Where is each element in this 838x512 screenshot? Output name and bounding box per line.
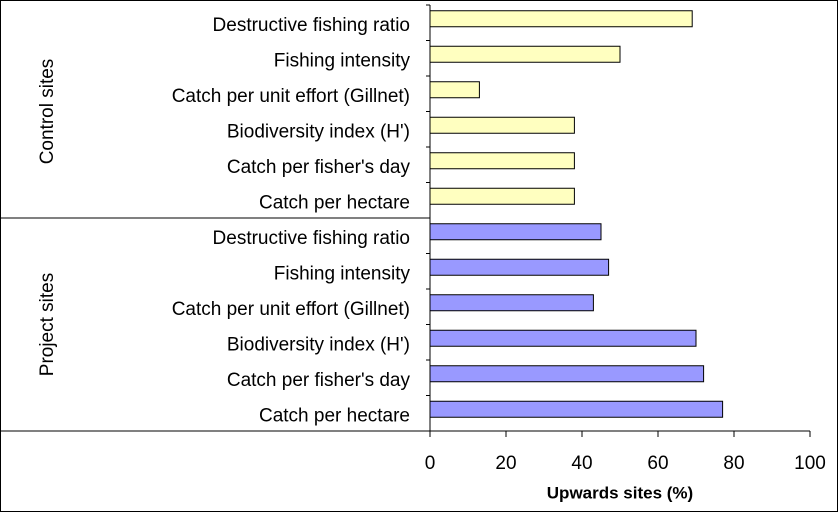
bar (429, 365, 705, 383)
y-tick-label: Biodiversity index (H') (227, 334, 410, 355)
bar (429, 10, 693, 28)
bar (429, 329, 697, 347)
bar (429, 152, 575, 170)
group-label: Project sites (37, 273, 58, 376)
x-tick-label: 80 (723, 453, 744, 474)
y-tick-label: Catch per unit effort (Gillnet) (172, 299, 410, 320)
bar (429, 45, 621, 63)
y-tick-label: Catch per fisher's day (227, 157, 411, 178)
bar (429, 223, 602, 241)
y-tick-label: Destructive fishing ratio (213, 15, 410, 36)
bar (429, 400, 724, 418)
bar (429, 81, 480, 99)
x-axis-label: Upwards sites (%) (547, 483, 693, 502)
bar (429, 187, 575, 205)
y-tick-label: Catch per unit effort (Gillnet) (172, 86, 410, 107)
y-tick-label: Fishing intensity (274, 50, 411, 71)
y-tick-label: Destructive fishing ratio (213, 228, 410, 249)
x-tick-label: 0 (425, 453, 436, 474)
y-tick-label: Biodiversity index (H') (227, 121, 410, 142)
x-tick-label: 20 (495, 453, 516, 474)
x-tick-label: 40 (571, 453, 592, 474)
bar (429, 258, 610, 276)
bar (429, 116, 575, 134)
y-tick-label: Fishing intensity (274, 263, 411, 284)
y-tick-label: Catch per hectare (259, 405, 410, 426)
x-tick-label: 60 (647, 453, 668, 474)
bar (429, 294, 594, 312)
group-label: Control sites (37, 59, 58, 165)
x-tick-label: 100 (794, 453, 826, 474)
y-tick-label: Catch per fisher's day (227, 370, 411, 391)
y-tick-label: Catch per hectare (259, 192, 410, 213)
